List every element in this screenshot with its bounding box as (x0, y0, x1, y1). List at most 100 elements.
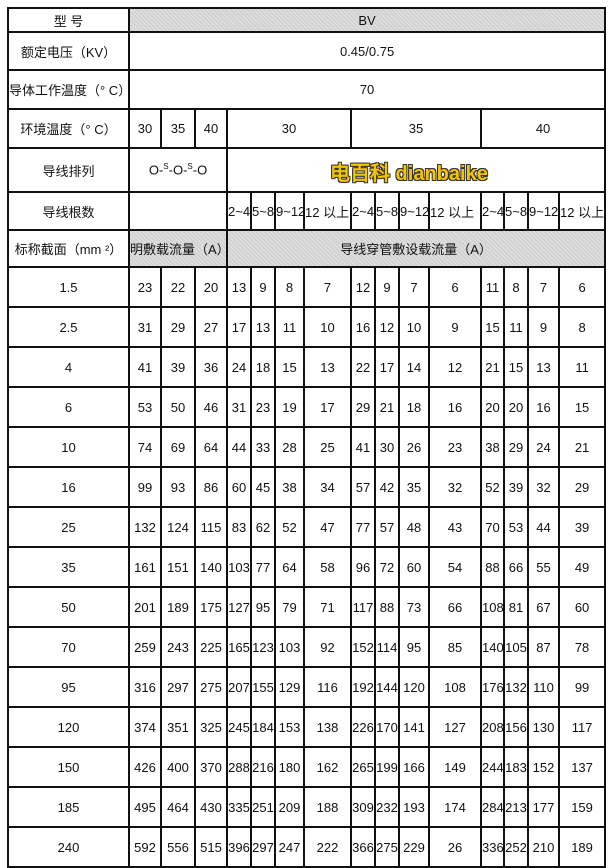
current-cell: 93 (160, 466, 196, 508)
conduit-current-label: 导线穿管敷设载流量（A） (225, 229, 607, 268)
current-cell: 297 (160, 666, 196, 708)
wire-count-cell: 12 以上 (428, 191, 482, 231)
current-cell: 130 (527, 706, 560, 748)
current-cell: 144 (374, 666, 400, 708)
current-cell: 226 (350, 706, 376, 748)
current-cell: 31 (226, 386, 252, 428)
current-cell: 29 (350, 386, 376, 428)
current-cell: 165 (226, 626, 252, 668)
current-cell: 62 (250, 506, 276, 548)
current-cell: 15 (480, 306, 505, 348)
current-cell: 26 (428, 826, 482, 868)
model-value: BV (127, 7, 607, 33)
current-cell: 176 (480, 666, 505, 708)
current-cell: 72 (374, 546, 400, 588)
current-cell: 132 (503, 666, 529, 708)
current-cell: 28 (274, 426, 305, 468)
current-cell: 132 (128, 506, 162, 548)
current-cell: 105 (503, 626, 529, 668)
current-cell: 232 (374, 786, 400, 828)
current-cell: 14 (398, 346, 430, 388)
current-cell: 66 (503, 546, 529, 588)
current-cell: 69 (160, 426, 196, 468)
current-cell: 23 (428, 426, 482, 468)
current-cell: 13 (527, 346, 560, 388)
current-cell: 138 (303, 706, 352, 748)
current-cell: 188 (303, 786, 352, 828)
current-cell: 335 (226, 786, 252, 828)
table-row: 240 592 556 515 396 297 247 222 366 275 229 26 336 25… (7, 826, 607, 868)
current-cell: 29 (557, 466, 607, 508)
ambient-open: 30 (128, 108, 162, 149)
bv-current-table: 型 号 BV 额定电压（KV） 0.45/0.75 导体工作温度（° C） 70… (7, 7, 607, 868)
current-cell: 25 (303, 426, 352, 468)
current-cell: 17 (374, 346, 400, 388)
current-cell: 124 (160, 506, 196, 548)
current-cell: 7 (527, 266, 560, 308)
current-cell: 208 (480, 706, 505, 748)
section-size-cell: 25 (7, 506, 130, 548)
current-cell: 71 (303, 586, 352, 628)
current-cell: 225 (194, 626, 228, 668)
wire-count-cell: 12 以上 (557, 191, 607, 231)
current-cell: 174 (428, 786, 482, 828)
current-cell: 189 (557, 826, 607, 868)
current-cell: 78 (557, 626, 607, 668)
current-cell: 9 (250, 266, 276, 308)
current-cell: 161 (128, 546, 162, 588)
current-cell: 199 (374, 746, 400, 788)
current-cell: 396 (226, 826, 252, 868)
current-cell: 20 (480, 386, 505, 428)
table-row: 150 426 400 370 288 216 180 162 265 199 166 149 244 1… (7, 746, 607, 788)
table-row: 120 374 351 325 245 184 153 138 226 170 141 127 208 1… (7, 706, 607, 748)
current-cell: 129 (274, 666, 305, 708)
current-cell: 47 (303, 506, 352, 548)
current-cell: 41 (350, 426, 376, 468)
current-cell: 96 (350, 546, 376, 588)
current-cell: 140 (194, 546, 228, 588)
current-cell: 110 (527, 666, 560, 708)
ambient-conduit: 30 (226, 108, 352, 149)
section-size-cell: 240 (7, 826, 130, 868)
current-cell: 6 (428, 266, 482, 308)
wire-count-cell: 2~4 (350, 191, 376, 231)
table-row: 70 259 243 225 165 123 103 92 152 114 95 85 140 105 87… (7, 626, 607, 668)
current-cell: 60 (557, 586, 607, 628)
current-cell: 193 (398, 786, 430, 828)
current-cell: 351 (160, 706, 196, 748)
current-cell: 400 (160, 746, 196, 788)
current-cell: 10 (398, 306, 430, 348)
current-cell: 15 (557, 386, 607, 428)
current-cell: 11 (274, 306, 305, 348)
current-cell: 57 (374, 506, 400, 548)
current-cell: 275 (194, 666, 228, 708)
current-cell: 316 (128, 666, 162, 708)
current-cell: 44 (226, 426, 252, 468)
open-current-label: 明敷载流量（A） (128, 229, 228, 268)
current-cell: 36 (194, 346, 228, 388)
current-cell: 127 (226, 586, 252, 628)
current-cell: 216 (250, 746, 276, 788)
current-cell: 24 (226, 346, 252, 388)
current-cell: 175 (194, 586, 228, 628)
current-cell: 426 (128, 746, 162, 788)
current-cell: 23 (250, 386, 276, 428)
table-row: 10 74 69 64 44 33 28 25 41 30 26 23 38 29 24 21 (7, 426, 607, 468)
current-cell: 88 (480, 546, 505, 588)
current-cell: 13 (226, 266, 252, 308)
current-cell: 245 (226, 706, 252, 748)
table-row: 1.5 23 22 20 13 9 8 7 12 9 7 6 11 8 7 6 (7, 266, 607, 308)
current-cell: 229 (398, 826, 430, 868)
table-row: 4 41 39 36 24 18 15 13 22 17 14 12 21 15 13 11 (7, 346, 607, 388)
current-cell: 152 (527, 746, 560, 788)
arrangement-value: O-S-O-S-O (128, 147, 228, 193)
current-cell: 108 (480, 586, 505, 628)
current-cell: 177 (527, 786, 560, 828)
model-label: 型 号 (7, 7, 130, 33)
current-cell: 10 (303, 306, 352, 348)
current-cell: 12 (374, 306, 400, 348)
current-cell: 336 (480, 826, 505, 868)
current-cell: 67 (527, 586, 560, 628)
current-cell: 50 (160, 386, 196, 428)
current-cell: 64 (274, 546, 305, 588)
